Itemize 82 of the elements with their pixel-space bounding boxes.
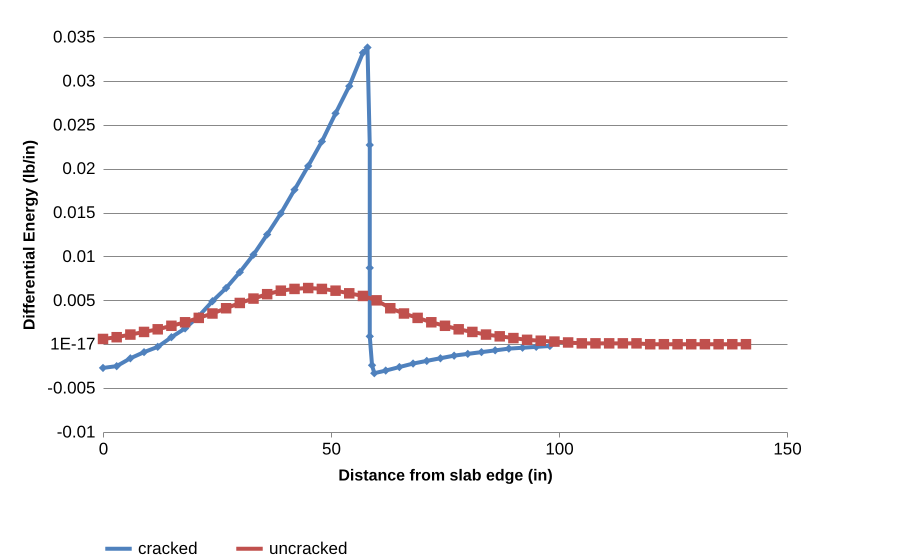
y-tick-label: 0.005 (52, 290, 96, 310)
point (398, 308, 410, 319)
point (236, 268, 244, 276)
point (316, 284, 328, 294)
point (208, 297, 217, 306)
point (644, 338, 656, 350)
x-tick-label: 0 (98, 440, 108, 458)
point (494, 331, 505, 342)
point (207, 308, 218, 319)
point (536, 335, 546, 346)
point (700, 338, 710, 350)
point (126, 354, 135, 362)
point (167, 333, 176, 342)
point (138, 326, 150, 338)
point (740, 338, 752, 350)
point (111, 332, 122, 342)
point (276, 285, 286, 296)
point (140, 348, 148, 356)
point (385, 302, 396, 314)
point (562, 337, 574, 348)
point (631, 338, 642, 349)
legend-label: uncracked (269, 538, 348, 558)
y-tick-label: -0.005 (47, 378, 96, 398)
point (590, 338, 601, 349)
x-tick-label: 150 (773, 440, 802, 458)
point (549, 336, 560, 347)
point (262, 230, 272, 239)
point (453, 324, 464, 335)
point (344, 288, 354, 299)
point (302, 282, 314, 294)
y-tick-label: -0.01 (56, 422, 96, 442)
point (234, 298, 246, 308)
y-tick-label: 0.035 (52, 28, 96, 46)
point (382, 366, 390, 375)
point (289, 284, 300, 294)
point (412, 312, 423, 324)
x-tick-label: 50 (322, 440, 341, 458)
point (658, 338, 670, 350)
point (125, 329, 136, 340)
point (330, 285, 341, 296)
point (618, 338, 628, 349)
point (345, 82, 354, 90)
point (154, 342, 162, 352)
y-tick-label: 0.025 (52, 115, 96, 134)
point (331, 109, 340, 118)
point (180, 317, 190, 328)
point (276, 209, 286, 218)
point (358, 290, 368, 302)
point (576, 338, 588, 349)
point (262, 288, 272, 300)
point (98, 334, 108, 344)
point (222, 284, 230, 292)
legend-label: cracked (138, 538, 198, 558)
point (727, 338, 738, 350)
point (604, 338, 614, 349)
point (522, 334, 532, 346)
point (371, 295, 382, 306)
point (672, 338, 683, 350)
x-axis-title: Distance from slab edge (in) (338, 468, 553, 484)
point (480, 329, 492, 340)
point (152, 324, 163, 335)
point (304, 162, 312, 170)
point (249, 250, 258, 259)
point (194, 312, 204, 324)
y-tick-label: 0.03 (62, 71, 96, 90)
point (440, 320, 450, 332)
point (290, 186, 299, 194)
point (248, 293, 259, 304)
point (220, 302, 232, 314)
point (318, 137, 326, 146)
point (426, 317, 437, 328)
y-tick-label: 0.015 (52, 203, 96, 222)
x-tick-label: 100 (545, 440, 574, 458)
y-tick-label: 1E-17 (50, 334, 96, 354)
point (467, 326, 478, 338)
y-axis-title: Differential Energy (lb/in) (21, 140, 38, 330)
point (713, 338, 724, 350)
point (508, 332, 519, 344)
y-tick-label: 0.01 (62, 246, 96, 266)
y-tick-label: 0.02 (62, 159, 96, 178)
point (166, 320, 177, 332)
point (686, 338, 696, 350)
